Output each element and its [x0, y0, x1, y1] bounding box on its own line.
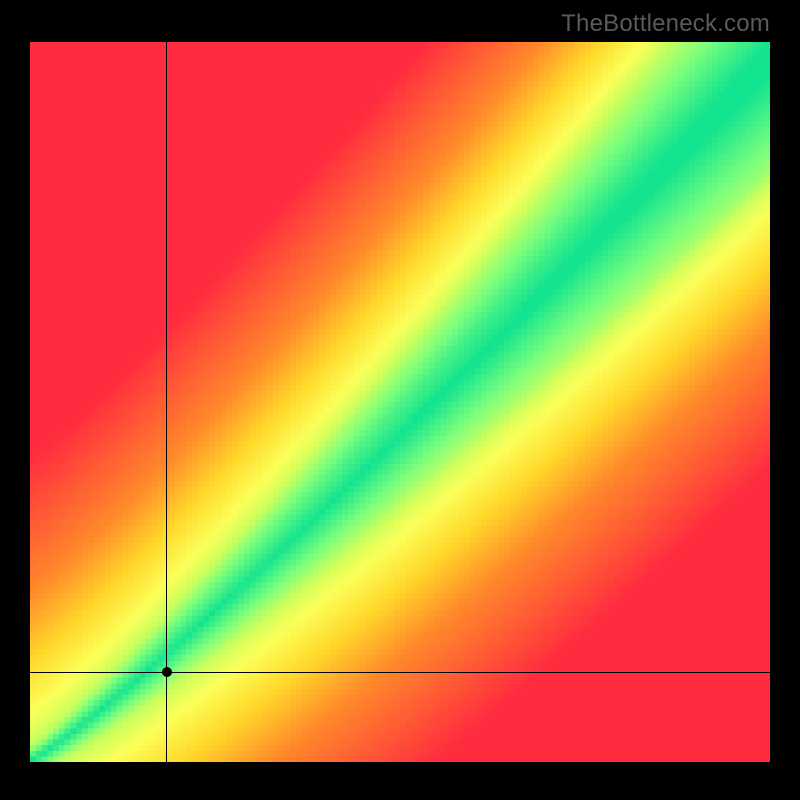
crosshair-point — [162, 667, 172, 677]
bottleneck-heatmap — [30, 42, 770, 762]
crosshair-horizontal — [30, 672, 770, 673]
watermark-text: TheBottleneck.com — [561, 10, 770, 38]
chart-container: TheBottleneck.com — [0, 0, 800, 800]
crosshair-vertical — [166, 42, 167, 762]
